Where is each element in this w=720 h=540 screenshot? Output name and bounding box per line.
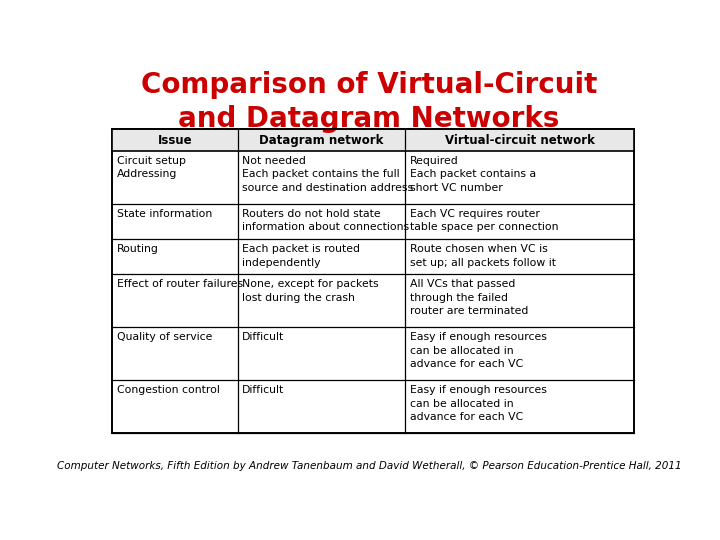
Bar bbox=[112, 129, 634, 151]
Text: Not needed
Each packet contains the full
source and destination address: Not needed Each packet contains the full… bbox=[243, 156, 413, 193]
Text: Effect of router failures: Effect of router failures bbox=[117, 279, 243, 289]
Text: Issue: Issue bbox=[158, 133, 192, 146]
Text: Quality of service: Quality of service bbox=[117, 332, 212, 342]
Text: Difficult: Difficult bbox=[243, 332, 284, 342]
Text: Congestion control: Congestion control bbox=[117, 385, 220, 395]
Text: Required
Each packet contains a
short VC number: Required Each packet contains a short VC… bbox=[410, 156, 536, 193]
Text: Each VC requires router
table space per connection: Each VC requires router table space per … bbox=[410, 209, 558, 232]
Text: Comparison of Virtual-Circuit
and Datagram Networks: Comparison of Virtual-Circuit and Datagr… bbox=[141, 71, 597, 132]
Text: Route chosen when VC is
set up; all packets follow it: Route chosen when VC is set up; all pack… bbox=[410, 244, 556, 267]
Text: Routers do not hold state
information about connections: Routers do not hold state information ab… bbox=[243, 209, 410, 232]
Text: All VCs that passed
through the failed
router are terminated: All VCs that passed through the failed r… bbox=[410, 279, 528, 316]
Text: Circuit setup
Addressing: Circuit setup Addressing bbox=[117, 156, 186, 179]
Text: Each packet is routed
independently: Each packet is routed independently bbox=[243, 244, 360, 267]
Text: State information: State information bbox=[117, 209, 212, 219]
Text: Difficult: Difficult bbox=[243, 385, 284, 395]
Text: Routing: Routing bbox=[117, 244, 158, 254]
Text: Computer Networks, Fifth Edition by Andrew Tanenbaum and David Wetherall, © Pear: Computer Networks, Fifth Edition by Andr… bbox=[57, 462, 681, 471]
Text: Virtual-circuit network: Virtual-circuit network bbox=[445, 133, 595, 146]
Text: None, except for packets
lost during the crash: None, except for packets lost during the… bbox=[243, 279, 379, 303]
Text: Datagram network: Datagram network bbox=[259, 133, 384, 146]
Text: Easy if enough resources
can be allocated in
advance for each VC: Easy if enough resources can be allocate… bbox=[410, 332, 546, 369]
Text: Easy if enough resources
can be allocated in
advance for each VC: Easy if enough resources can be allocate… bbox=[410, 385, 546, 422]
